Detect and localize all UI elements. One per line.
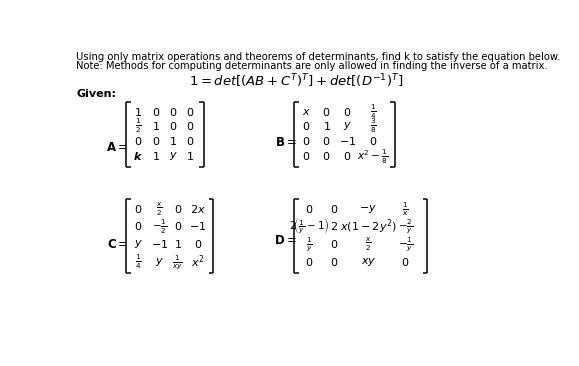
Text: $0$: $0$	[134, 220, 142, 232]
Text: $xy$: $xy$	[361, 256, 376, 268]
Text: $\frac{1}{4}$: $\frac{1}{4}$	[370, 102, 376, 121]
Text: $1 = det[(AB + C^T)^T] + det[(D^{-1})^T]$: $1 = det[(AB + C^T)^T] + det[(D^{-1})^T]…	[189, 72, 404, 90]
Text: $-y$: $-y$	[360, 203, 378, 216]
Text: $0$: $0$	[323, 106, 331, 118]
Text: $\frac{1}{y}$: $\frac{1}{y}$	[306, 235, 313, 253]
Text: $x(1-2y^2)$: $x(1-2y^2)$	[340, 217, 397, 236]
Text: $-\frac{2}{y}$: $-\frac{2}{y}$	[398, 217, 413, 235]
Text: $1$: $1$	[152, 150, 160, 163]
Text: $y$: $y$	[168, 150, 178, 163]
Text: $\frac{x}{2}$: $\frac{x}{2}$	[365, 236, 372, 253]
Text: $0$: $0$	[152, 106, 160, 118]
Text: $0$: $0$	[323, 135, 331, 147]
Text: $0$: $0$	[169, 120, 177, 131]
Text: $0$: $0$	[305, 256, 314, 268]
Text: $\frac{1}{x}$: $\frac{1}{x}$	[402, 201, 409, 218]
Text: $0$: $0$	[134, 135, 142, 147]
Text: $-1$: $-1$	[339, 135, 356, 147]
Text: $1$: $1$	[186, 150, 194, 163]
Text: $0$: $0$	[343, 150, 351, 163]
Text: $0$: $0$	[134, 203, 142, 216]
Text: $x$: $x$	[302, 107, 311, 117]
Text: $1$: $1$	[174, 238, 182, 250]
Text: $1$: $1$	[323, 120, 331, 131]
Text: $0$: $0$	[401, 256, 410, 268]
Text: $2\!\left(\frac{1}{y}-1\right)$: $2\!\left(\frac{1}{y}-1\right)$	[290, 217, 330, 236]
Text: $0$: $0$	[343, 106, 351, 118]
Text: $0$: $0$	[305, 203, 314, 216]
Text: $1$: $1$	[169, 135, 177, 147]
Text: Note: Methods for computing determinants are only allowed in finding the inverse: Note: Methods for computing determinants…	[76, 61, 548, 71]
Text: $0$: $0$	[369, 135, 378, 147]
Text: $2x$: $2x$	[190, 203, 206, 216]
Text: $0$: $0$	[174, 220, 182, 232]
Text: Given:: Given:	[76, 89, 116, 98]
Text: $\frac{1}{xy}$: $\frac{1}{xy}$	[173, 253, 183, 271]
Text: $0$: $0$	[186, 120, 195, 131]
Text: $0$: $0$	[152, 135, 160, 147]
Text: $\mathbf{D}=$: $\mathbf{D}=$	[274, 234, 297, 247]
Text: $0$: $0$	[194, 238, 202, 250]
Text: $0$: $0$	[174, 203, 182, 216]
Text: $x^2-\frac{1}{8}$: $x^2-\frac{1}{8}$	[357, 147, 389, 165]
Text: $\mathbf{A}=$: $\mathbf{A}=$	[106, 141, 128, 154]
Text: $\frac{1}{4}$: $\frac{1}{4}$	[135, 253, 141, 271]
Text: $\frac{1}{2}$: $\frac{1}{2}$	[135, 116, 141, 135]
Text: $\boldsymbol{k}$: $\boldsymbol{k}$	[133, 150, 143, 163]
Text: $-1$: $-1$	[151, 238, 168, 250]
Text: $0$: $0$	[330, 256, 339, 268]
Text: $1$: $1$	[152, 120, 160, 131]
Text: $y$: $y$	[134, 238, 143, 250]
Text: $\frac{x}{2}$: $\frac{x}{2}$	[156, 201, 163, 218]
Text: $y$: $y$	[343, 120, 352, 131]
Text: $0$: $0$	[302, 150, 310, 163]
Text: $0$: $0$	[302, 135, 310, 147]
Text: $1$: $1$	[134, 106, 142, 118]
Text: $\frac{3}{8}$: $\frac{3}{8}$	[370, 116, 376, 135]
Text: $\mathbf{C}=$: $\mathbf{C}=$	[107, 238, 128, 251]
Text: $0$: $0$	[302, 120, 310, 131]
Text: $0$: $0$	[323, 150, 331, 163]
Text: $0$: $0$	[330, 238, 339, 250]
Text: $-1$: $-1$	[189, 220, 207, 232]
Text: $0$: $0$	[186, 135, 195, 147]
Text: Using only matrix operations and theorems of determinants, find k to satisfy the: Using only matrix operations and theorem…	[76, 52, 560, 61]
Text: $-\frac{1}{y}$: $-\frac{1}{y}$	[398, 235, 413, 253]
Text: $-\frac{1}{2}$: $-\frac{1}{2}$	[152, 217, 167, 236]
Text: $y$: $y$	[155, 256, 164, 268]
Text: $\mathbf{B}=$: $\mathbf{B}=$	[275, 136, 297, 149]
Text: $2$: $2$	[331, 220, 338, 232]
Text: $x^2$: $x^2$	[191, 254, 204, 270]
Text: $0$: $0$	[186, 106, 195, 118]
Text: $0$: $0$	[169, 106, 177, 118]
Text: $0$: $0$	[330, 203, 339, 216]
